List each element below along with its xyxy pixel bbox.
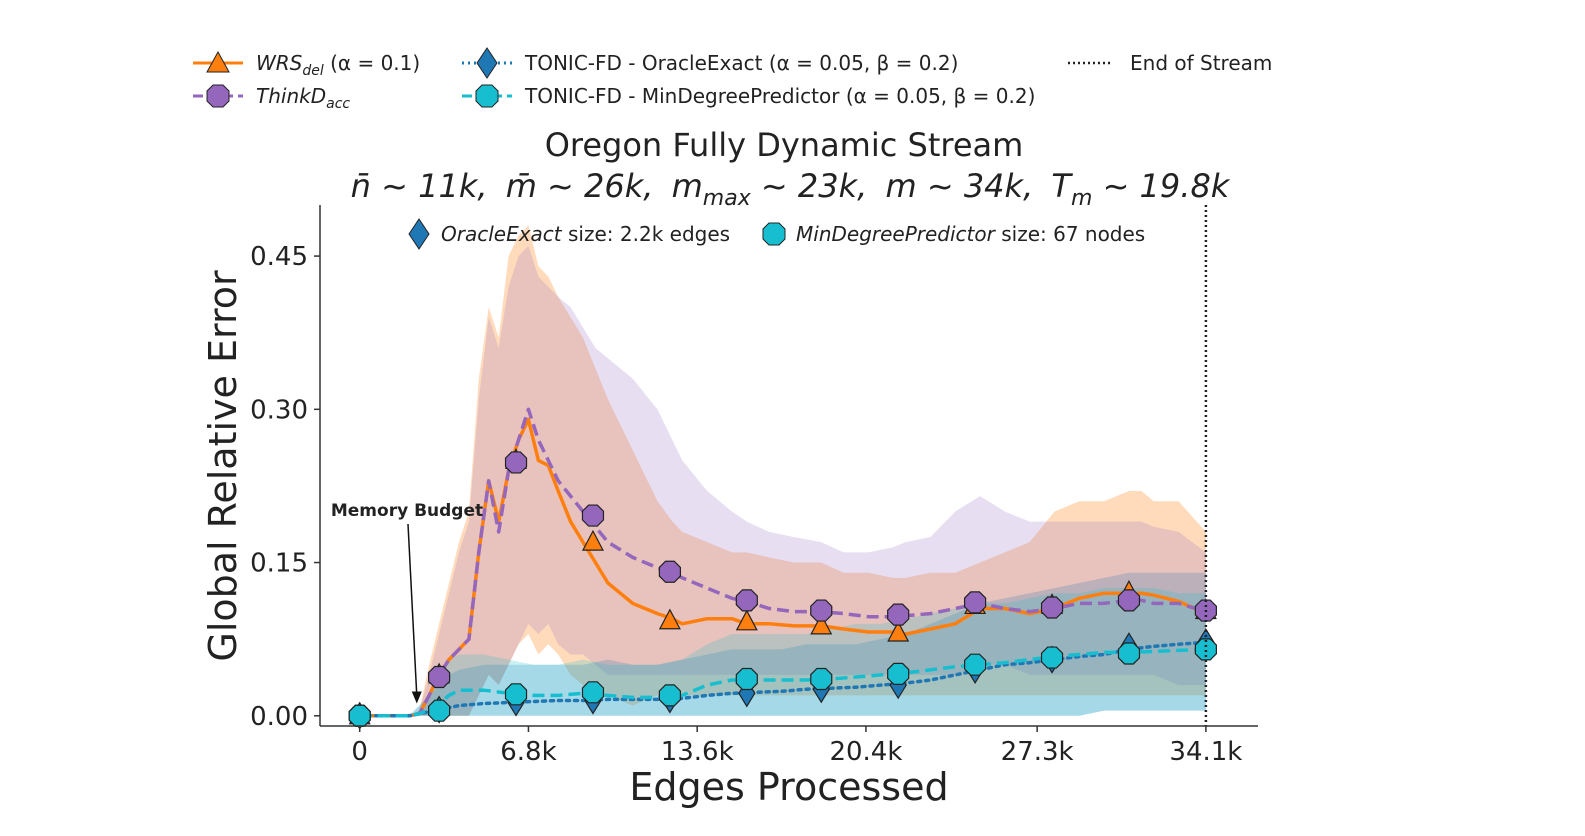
confidence-bands	[359, 225, 1206, 716]
series-markers	[348, 448, 1217, 730]
legend-mindeg-octagon-icon	[475, 84, 499, 108]
marker-wrs	[887, 620, 910, 642]
band-mindeg	[359, 588, 1206, 716]
marker-mindeg	[1040, 646, 1064, 669]
marker-wrs	[735, 609, 758, 631]
marker-think	[964, 591, 987, 614]
size-note-oracle: OracleExact size: 2.2k edges	[441, 222, 730, 246]
size-note-mindeg-name: MinDegreePredictor	[796, 222, 997, 246]
legend-wrs-triangle-icon	[206, 50, 230, 73]
y-tick-label: 0.00	[250, 702, 308, 732]
x-tick-label: 6.8k	[500, 737, 556, 767]
marker-mindeg	[428, 699, 451, 722]
marker-think	[1117, 589, 1141, 612]
marker-think	[735, 589, 758, 612]
marker-mindeg	[964, 653, 987, 676]
legend-think-label: ThinkDacc	[256, 84, 350, 112]
chart-title: Oregon Fully Dynamic Stream	[545, 126, 1024, 164]
subtitle-mmax-sub: max	[703, 186, 752, 211]
memory-budget-arrow	[407, 523, 422, 704]
line-mindeg	[359, 647, 1206, 718]
legend-oracle-diamond-icon	[476, 47, 498, 79]
marker-think	[428, 665, 451, 689]
x-tick-label: 34.1k	[1169, 737, 1242, 767]
subtitle-mmax-rest: ~ 23k,	[751, 167, 868, 205]
x-tick-label: 13.6k	[661, 737, 734, 767]
marker-mindeg	[810, 667, 833, 691]
size-note-oracle-name: OracleExact	[441, 222, 563, 246]
y-tick-label: 0.30	[250, 395, 308, 425]
marker-think	[658, 560, 681, 583]
memory-budget-annotation: Memory Budget	[331, 501, 483, 521]
marker-think	[810, 599, 833, 622]
marker-mindeg	[735, 667, 758, 691]
memory-budget-arrow-shaft	[407, 523, 418, 696]
x-ticks: 0 6.8k 13.6k 20.4k 27.3k 34.1k	[351, 726, 1242, 767]
subtitle-m-total: m ~ 34k,	[885, 167, 1033, 205]
x-tick-label: 27.3k	[1001, 737, 1074, 767]
chart-subtitle: n̄ ~ 11k, m̄ ~ 26k, mmax ~ 23k, m ~ 34k,…	[351, 167, 1231, 211]
x-tick-label: 20.4k	[829, 737, 902, 767]
legend: WRSdel (α = 0.1) ThinkDacc TONIC-FD - Or…	[193, 47, 1272, 112]
legend-wrs-label: WRSdel (α = 0.1)	[256, 51, 420, 79]
y-axis-label: Global Relative Error	[201, 270, 245, 662]
size-note-mindeg-rest: size: 67 nodes	[995, 222, 1145, 246]
subtitle-mmax-base: m	[672, 167, 703, 205]
marker-wrs	[810, 613, 833, 635]
marker-think	[581, 504, 605, 527]
marker-mindeg	[1117, 642, 1141, 665]
marker-think	[1040, 596, 1064, 619]
size-note-oracle-rest: size: 2.2k edges	[562, 222, 730, 246]
y-ticks: 0.00 0.15 0.30 0.45	[250, 242, 320, 732]
marker-mindeg	[504, 683, 528, 706]
subtitle-tm-sub: m	[1071, 186, 1092, 211]
y-tick-label: 0.15	[250, 549, 308, 579]
marker-think	[887, 603, 910, 626]
band-wrs	[359, 225, 1206, 716]
y-tick-label: 0.45	[250, 242, 308, 272]
subtitle-tm-base: T	[1051, 167, 1073, 205]
marker-mindeg	[887, 662, 910, 686]
band-think	[359, 245, 1206, 716]
size-note-mindeg: MinDegreePredictor size: 67 nodes	[796, 222, 1145, 246]
legend-mindeg-label: TONIC-FD - MinDegreePredictor (α = 0.05,…	[524, 84, 1035, 108]
size-note: OracleExact size: 2.2k edges MinDegreePr…	[408, 218, 1145, 250]
subtitle-tm-rest: ~ 19.8k	[1092, 167, 1230, 205]
subtitle-m: m̄ ~ 26k,	[506, 167, 654, 205]
marker-wrs	[581, 529, 604, 551]
marker-think	[504, 451, 528, 474]
legend-think-octagon-icon	[206, 84, 230, 108]
x-tick-label: 0	[351, 737, 368, 767]
x-axis-label: Edges Processed	[629, 765, 948, 809]
marker-mindeg	[581, 681, 605, 704]
legend-oracle-label: TONIC-FD - OracleExact (α = 0.05, β = 0.…	[524, 51, 958, 75]
line-think	[359, 407, 1207, 718]
marker-mindeg	[1194, 638, 1217, 661]
legend-end-label: End of Stream	[1130, 51, 1272, 75]
memory-budget-arrow-head	[411, 691, 422, 704]
size-note-mindeg-octagon-icon	[762, 222, 786, 246]
marker-wrs	[658, 608, 681, 630]
marker-mindeg	[348, 704, 371, 727]
marker-mindeg	[658, 684, 681, 707]
subtitle-n: n̄ ~ 11k,	[351, 167, 488, 205]
size-note-oracle-diamond-icon	[408, 218, 430, 250]
